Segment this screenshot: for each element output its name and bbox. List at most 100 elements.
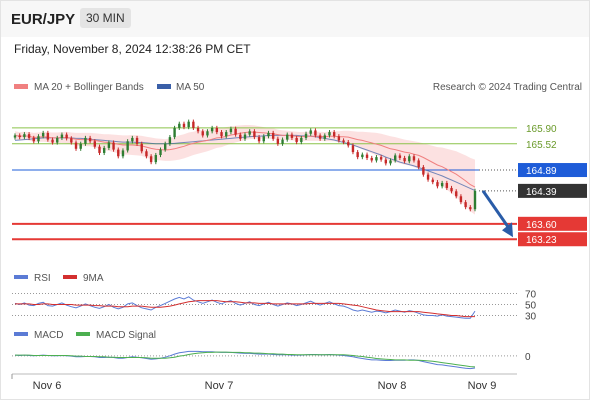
- legend-label-rsi: RSI: [34, 273, 51, 284]
- candle-body: [210, 127, 214, 132]
- candle-body: [234, 128, 237, 135]
- candle-up: [159, 147, 162, 158]
- candle-up: [304, 131, 308, 141]
- legend-swatch-9ma: [63, 275, 77, 279]
- candle-down: [88, 135, 92, 144]
- candle-up: [121, 148, 125, 159]
- candle-body: [304, 133, 308, 138]
- candle-body: [84, 137, 87, 144]
- candle-body: [332, 132, 336, 137]
- current-price-tag: [518, 183, 587, 198]
- candle-down: [182, 121, 186, 130]
- chart-header: EUR/JPY 30 MIN: [1, 1, 589, 37]
- candle-up: [60, 132, 64, 141]
- candle-down: [201, 129, 204, 138]
- candle-down: [220, 130, 223, 139]
- candle-body: [145, 151, 148, 157]
- support-price-tag: [518, 216, 587, 231]
- legend-swatch-macd: [14, 332, 28, 336]
- candle-down: [469, 205, 472, 212]
- x-tick-label: Nov 6: [33, 380, 62, 392]
- candle-body: [140, 143, 143, 152]
- candle-down: [290, 132, 294, 141]
- candle-body: [164, 143, 167, 150]
- candle-down: [426, 172, 430, 182]
- candle-up: [56, 135, 59, 145]
- candle-up: [210, 125, 214, 134]
- candle-body: [159, 149, 162, 156]
- candle-down: [65, 132, 68, 141]
- candle-down: [257, 135, 261, 144]
- candle-body: [51, 139, 54, 143]
- candle-body: [328, 132, 331, 136]
- candle-down: [145, 149, 148, 159]
- candle-body: [93, 141, 96, 147]
- candle-body: [18, 135, 21, 138]
- candle-body: [318, 135, 322, 139]
- candle-body: [464, 202, 467, 208]
- candle-body: [248, 131, 251, 135]
- candle-up: [309, 128, 312, 136]
- candle-down: [464, 200, 467, 210]
- legend-swatch-ma20: [14, 84, 28, 89]
- candle-up: [13, 133, 17, 140]
- rsi-series-signal: [15, 300, 475, 318]
- candle-body: [27, 134, 31, 138]
- candle-up: [131, 135, 134, 144]
- candle-down: [32, 135, 35, 144]
- candle-body: [267, 132, 270, 137]
- candle-up: [328, 130, 331, 138]
- candle-body: [60, 134, 64, 138]
- chart-timestamp: Friday, November 8, 2024 12:38:26 PM CET: [14, 42, 251, 56]
- candle-down: [356, 150, 359, 160]
- candle-down: [347, 140, 350, 148]
- candle-body: [417, 160, 420, 168]
- candle-up: [23, 132, 26, 140]
- candle-body: [32, 137, 35, 142]
- candle-down: [412, 154, 416, 163]
- candle-body: [290, 134, 294, 138]
- candle-body: [65, 134, 68, 139]
- candle-up: [248, 129, 251, 137]
- rsi-legend: RSI 9MA: [14, 273, 104, 284]
- candle-up: [102, 145, 106, 156]
- candle-body: [41, 132, 45, 137]
- support-price-label: 163.60: [526, 220, 557, 231]
- candle-body: [243, 134, 247, 139]
- candle-down: [398, 153, 402, 161]
- legend-swatch-macd-signal: [76, 332, 90, 336]
- candle-up: [243, 132, 247, 141]
- candle-body: [473, 190, 477, 210]
- candle-body: [384, 159, 388, 164]
- symbol-label: EUR/JPY: [11, 11, 76, 28]
- candle-body: [154, 155, 158, 163]
- candle-down: [140, 141, 143, 154]
- rsi-level-label: 50: [525, 301, 537, 312]
- candle-body: [107, 142, 111, 148]
- candle-down: [112, 140, 115, 152]
- candle-body: [408, 156, 411, 162]
- candle-down: [135, 135, 139, 146]
- candle-body: [262, 136, 265, 142]
- candle-body: [79, 143, 82, 149]
- candle-down: [332, 130, 336, 139]
- candle-body: [436, 182, 439, 187]
- macd-level-label: 0: [525, 352, 531, 363]
- candle-up: [206, 129, 209, 138]
- candle-body: [187, 121, 190, 128]
- attribution: Research © 2024 Trading Central: [433, 82, 582, 93]
- candle-up: [173, 125, 176, 140]
- candle-body: [422, 167, 425, 175]
- candle-body: [356, 152, 359, 158]
- interval-badge[interactable]: 30 MIN: [80, 8, 131, 28]
- candle-down: [379, 155, 383, 162]
- candle-up: [187, 119, 190, 130]
- candle-down: [196, 125, 200, 134]
- candle-up: [37, 134, 40, 144]
- candle-up: [361, 152, 364, 160]
- candle-body: [220, 132, 223, 137]
- candle-down: [18, 133, 21, 140]
- candle-up: [281, 137, 284, 146]
- candle-body: [455, 191, 458, 197]
